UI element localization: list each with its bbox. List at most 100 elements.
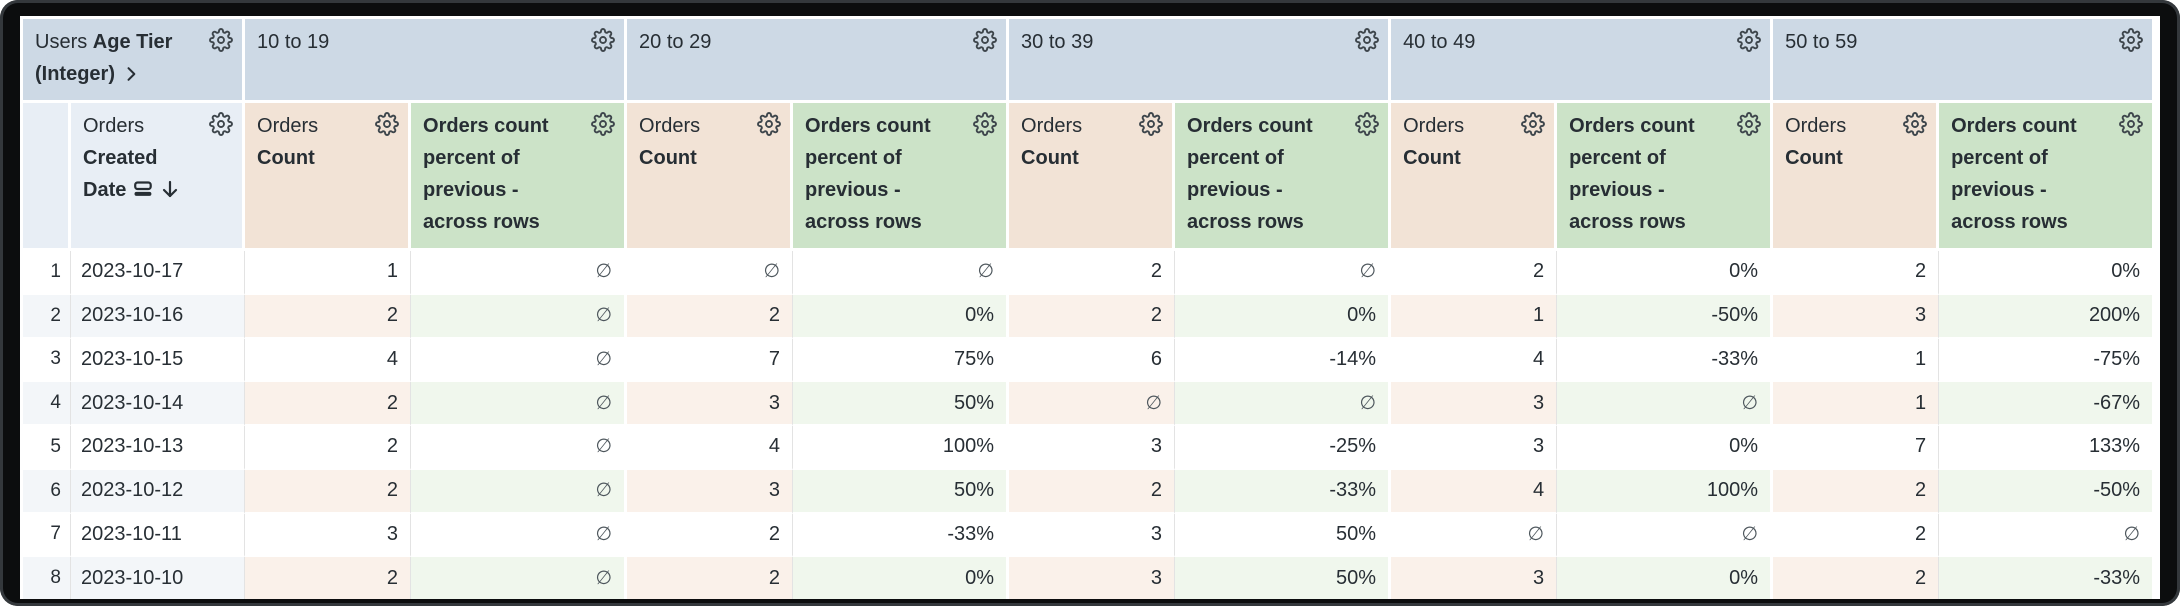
date-cell[interactable]: 2023-10-14: [71, 382, 246, 426]
percent-cell[interactable]: -33%: [1175, 469, 1392, 514]
pivot-value-header[interactable]: 10 to 19: [245, 19, 628, 103]
measure-header-percent[interactable]: Orders count percent of previous - acros…: [1939, 103, 2156, 251]
count-cell[interactable]: 2: [627, 557, 794, 599]
count-cell[interactable]: 2: [1773, 557, 1940, 599]
percent-cell[interactable]: 0%: [1557, 557, 1774, 599]
gear-icon[interactable]: [2119, 112, 2144, 136]
percent-cell[interactable]: 100%: [1557, 469, 1774, 514]
count-cell[interactable]: ∅: [1391, 513, 1558, 558]
count-cell[interactable]: 2: [1009, 251, 1176, 295]
count-cell[interactable]: 2: [627, 513, 794, 558]
date-cell[interactable]: 2023-10-15: [71, 338, 246, 383]
count-cell[interactable]: 2: [245, 469, 412, 514]
percent-cell[interactable]: -33%: [1557, 338, 1774, 383]
count-cell[interactable]: 3: [1391, 557, 1558, 599]
chevron-right-icon[interactable]: [121, 62, 141, 94]
measure-header-count[interactable]: Orders Count: [1009, 103, 1176, 251]
count-cell[interactable]: 3: [1009, 426, 1176, 470]
percent-cell[interactable]: ∅: [411, 426, 628, 470]
date-cell[interactable]: 2023-10-16: [71, 294, 246, 339]
count-cell[interactable]: 3: [245, 513, 412, 558]
sort-desc-icon[interactable]: [159, 178, 181, 210]
count-cell[interactable]: 2: [1009, 294, 1176, 339]
percent-cell[interactable]: -50%: [1939, 469, 2156, 514]
gear-icon[interactable]: [1139, 112, 1163, 136]
gear-icon[interactable]: [591, 28, 615, 52]
count-cell[interactable]: 3: [627, 469, 794, 514]
percent-cell[interactable]: ∅: [1175, 251, 1392, 295]
count-cell[interactable]: 7: [1773, 426, 1940, 470]
percent-cell[interactable]: -14%: [1175, 338, 1392, 383]
pivot-value-header[interactable]: 50 to 59: [1773, 19, 2156, 103]
measure-header-count[interactable]: Orders Count: [627, 103, 794, 251]
count-cell[interactable]: 4: [627, 426, 794, 470]
count-cell[interactable]: 2: [1009, 469, 1176, 514]
percent-cell[interactable]: -50%: [1557, 294, 1774, 339]
gear-icon[interactable]: [209, 112, 233, 136]
measure-header-count[interactable]: Orders Count: [1773, 103, 1940, 251]
date-cell[interactable]: 2023-10-10: [71, 557, 246, 599]
percent-cell[interactable]: ∅: [411, 513, 628, 558]
count-cell[interactable]: 2: [627, 294, 794, 339]
measure-header-percent[interactable]: Orders count percent of previous - acros…: [1557, 103, 1774, 251]
gear-icon[interactable]: [1737, 28, 1762, 52]
count-cell[interactable]: 4: [1391, 469, 1558, 514]
percent-cell[interactable]: 75%: [793, 338, 1010, 383]
percent-cell[interactable]: ∅: [1557, 382, 1774, 426]
percent-cell[interactable]: -33%: [793, 513, 1010, 558]
count-cell[interactable]: 2: [245, 382, 412, 426]
percent-cell[interactable]: 50%: [793, 469, 1010, 514]
percent-cell[interactable]: ∅: [411, 294, 628, 339]
gear-icon[interactable]: [973, 28, 997, 52]
date-cell[interactable]: 2023-10-17: [71, 251, 246, 295]
measure-header-percent[interactable]: Orders count percent of previous - acros…: [1175, 103, 1392, 251]
count-cell[interactable]: 4: [1391, 338, 1558, 383]
gear-icon[interactable]: [757, 112, 781, 136]
percent-cell[interactable]: ∅: [1557, 513, 1774, 558]
percent-cell[interactable]: -75%: [1939, 338, 2156, 383]
measure-header-percent[interactable]: Orders count percent of previous - acros…: [793, 103, 1010, 251]
gear-icon[interactable]: [1903, 112, 1928, 136]
date-cell[interactable]: 2023-10-12: [71, 469, 246, 514]
percent-cell[interactable]: ∅: [1175, 382, 1392, 426]
count-cell[interactable]: 3: [1391, 426, 1558, 470]
percent-cell[interactable]: ∅: [411, 557, 628, 599]
pivot-value-header[interactable]: 20 to 29: [627, 19, 1010, 103]
percent-cell[interactable]: 0%: [1175, 294, 1392, 339]
percent-cell[interactable]: -33%: [1939, 557, 2156, 599]
count-cell[interactable]: 2: [1773, 513, 1940, 558]
count-cell[interactable]: 1: [1773, 338, 1940, 383]
count-cell[interactable]: 2: [1391, 251, 1558, 295]
percent-cell[interactable]: 50%: [1175, 513, 1392, 558]
measure-header-count[interactable]: Orders Count: [245, 103, 412, 251]
count-cell[interactable]: 3: [1009, 557, 1176, 599]
gear-icon[interactable]: [1521, 112, 1546, 136]
percent-cell[interactable]: ∅: [1939, 513, 2156, 558]
count-cell[interactable]: 2: [245, 557, 412, 599]
percent-cell[interactable]: 133%: [1939, 426, 2156, 470]
count-cell[interactable]: 2: [245, 294, 412, 339]
count-cell[interactable]: 4: [245, 338, 412, 383]
count-cell[interactable]: 1: [1773, 382, 1940, 426]
gear-icon[interactable]: [209, 28, 233, 52]
gear-icon[interactable]: [375, 112, 399, 136]
count-cell[interactable]: ∅: [627, 251, 794, 295]
percent-cell[interactable]: ∅: [411, 338, 628, 383]
date-cell[interactable]: 2023-10-13: [71, 426, 246, 470]
count-cell[interactable]: 6: [1009, 338, 1176, 383]
gear-icon[interactable]: [1355, 112, 1380, 136]
gear-icon[interactable]: [2119, 28, 2144, 52]
percent-cell[interactable]: 50%: [1175, 557, 1392, 599]
pivot-value-header[interactable]: 40 to 49: [1391, 19, 1774, 103]
count-cell[interactable]: 1: [245, 251, 412, 295]
count-cell[interactable]: 2: [245, 426, 412, 470]
percent-cell[interactable]: -67%: [1939, 382, 2156, 426]
percent-cell[interactable]: 100%: [793, 426, 1010, 470]
count-cell[interactable]: 3: [1773, 294, 1940, 339]
row-field-header[interactable]: Orders Created Date: [71, 103, 246, 251]
percent-cell[interactable]: ∅: [411, 251, 628, 295]
count-cell[interactable]: ∅: [1009, 382, 1176, 426]
percent-cell[interactable]: 0%: [1557, 426, 1774, 470]
gear-icon[interactable]: [973, 112, 997, 136]
percent-cell[interactable]: ∅: [411, 382, 628, 426]
